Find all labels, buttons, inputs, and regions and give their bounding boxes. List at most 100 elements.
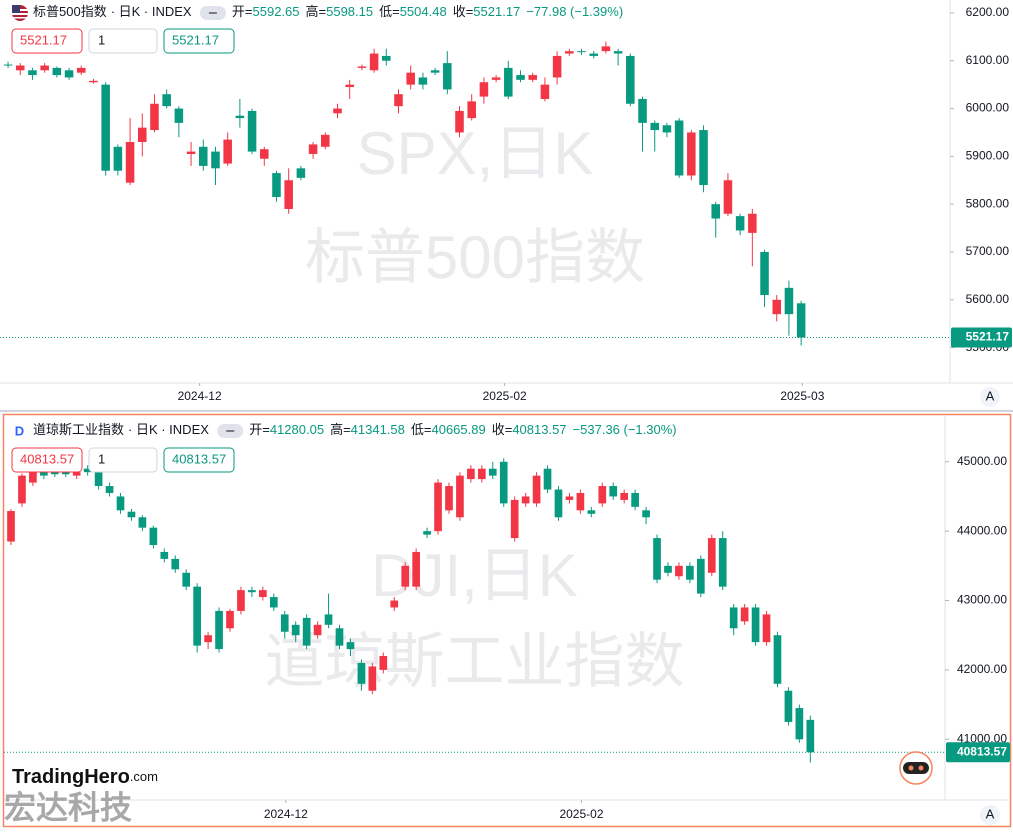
ohlc-value: 5598.15 bbox=[326, 4, 373, 19]
watermark: 道琼斯工业指数 bbox=[265, 628, 685, 695]
symbol-suffix: · 日K · INDEX bbox=[128, 422, 209, 437]
candle-body bbox=[455, 110, 464, 133]
candle-body bbox=[235, 115, 245, 119]
candle-body bbox=[272, 173, 281, 197]
candle-body bbox=[247, 110, 257, 152]
candle-body bbox=[516, 75, 525, 80]
candle-body bbox=[193, 586, 201, 646]
candle-body bbox=[729, 607, 738, 629]
last-price-label: 5521.17 bbox=[966, 330, 1010, 344]
candle-body bbox=[313, 624, 322, 636]
ohlc-label: 高= bbox=[330, 422, 351, 437]
candle-body bbox=[369, 53, 379, 71]
buy-price-box[interactable] bbox=[163, 447, 235, 473]
candle-body bbox=[116, 496, 125, 511]
buy-price: 5521.17 bbox=[172, 32, 219, 47]
ohlc-label: 收= bbox=[453, 4, 474, 19]
candle-body bbox=[491, 77, 501, 80]
candle-body bbox=[587, 510, 596, 514]
candle-body bbox=[577, 51, 586, 53]
candle-body bbox=[368, 666, 377, 691]
y-tick-label: 6100.00 bbox=[966, 53, 1010, 67]
candle-body bbox=[686, 565, 694, 580]
us-flag-icon bbox=[12, 5, 28, 21]
ohlc-values: 开=5592.65 高=5598.15 低=5504.48 收=5521.17 −77.… bbox=[232, 4, 623, 19]
buy-price-box[interactable] bbox=[163, 28, 235, 54]
auto-scale-label: A bbox=[986, 806, 995, 821]
y-tick-label: 5800.00 bbox=[966, 196, 1010, 210]
candle-body bbox=[226, 610, 234, 629]
candle-body bbox=[284, 180, 293, 209]
sell-price-box[interactable] bbox=[11, 28, 83, 54]
sell-price-box[interactable] bbox=[11, 447, 83, 473]
candle-body bbox=[488, 468, 497, 476]
candle-body bbox=[64, 70, 74, 78]
last-price-label: 40813.57 bbox=[957, 744, 1007, 758]
candle-body bbox=[664, 565, 672, 573]
candle-body bbox=[674, 120, 684, 176]
candle-body bbox=[171, 558, 180, 570]
candle-body bbox=[357, 662, 366, 684]
candle-body bbox=[642, 510, 650, 518]
candle-body bbox=[7, 511, 15, 542]
candle-body bbox=[127, 511, 136, 518]
candle-body bbox=[784, 287, 794, 315]
avatar-button[interactable] bbox=[899, 751, 933, 785]
candle-body bbox=[638, 98, 647, 123]
chart-pane: SPX,日K标普500指数5500.005600.005700.005800.0… bbox=[0, 4, 1012, 407]
candle-body bbox=[806, 719, 815, 753]
y-tick-label: 6200.00 bbox=[966, 5, 1010, 19]
candle-body bbox=[445, 486, 453, 511]
candle-body bbox=[707, 538, 716, 573]
candle-body bbox=[412, 551, 420, 587]
auto-scale-button[interactable] bbox=[980, 387, 1000, 407]
candle-body bbox=[260, 149, 269, 159]
candle-body bbox=[662, 125, 672, 133]
candle-body bbox=[467, 468, 475, 480]
quantity-box[interactable] bbox=[88, 28, 158, 54]
candle-body bbox=[620, 492, 629, 500]
candle-body bbox=[125, 142, 135, 183]
candle-body bbox=[650, 122, 659, 131]
x-tick-label: 2025-02 bbox=[483, 389, 527, 403]
y-tick-label: 6000.00 bbox=[966, 101, 1010, 115]
ohlc-label: 收= bbox=[492, 422, 513, 437]
candle-body bbox=[149, 527, 158, 546]
ohlc-value: 5504.48 bbox=[400, 4, 447, 19]
quantity-box[interactable] bbox=[88, 447, 158, 473]
chart-pane: DJI,日K道琼斯工业指数41000.0042000.0043000.00440… bbox=[4, 422, 1010, 825]
candle-body bbox=[609, 486, 618, 497]
y-tick-label: 5900.00 bbox=[966, 149, 1010, 163]
candle-body bbox=[29, 472, 37, 483]
symbol-name: 标普500指数 bbox=[33, 4, 107, 19]
auto-scale-button[interactable] bbox=[980, 805, 1000, 825]
candle-body bbox=[18, 475, 26, 504]
candle-body bbox=[613, 51, 623, 54]
candle-body bbox=[406, 72, 415, 85]
candle-body bbox=[532, 475, 541, 504]
logo: TradingHero.com bbox=[12, 766, 158, 788]
candle-body bbox=[345, 84, 354, 88]
ohlc-values: 开=41280.05 高=41341.58 低=40665.89 收=40813.57… bbox=[249, 422, 676, 437]
legend-header: 道琼斯工业指数 · 日K · INDEX bbox=[33, 422, 209, 437]
candle-body bbox=[379, 656, 388, 670]
svg-text:D: D bbox=[15, 423, 24, 438]
ohlc-value: 5521.17 bbox=[473, 4, 520, 19]
candle-body bbox=[296, 168, 306, 178]
candle-body bbox=[321, 134, 330, 147]
candle-body bbox=[504, 67, 513, 97]
y-tick-label: 44000.00 bbox=[957, 523, 1007, 537]
candle-body bbox=[718, 538, 727, 587]
x-tick-label: 2024-12 bbox=[264, 807, 308, 821]
symbol-suffix: · 日K · INDEX bbox=[111, 4, 192, 19]
candle-body bbox=[748, 213, 757, 233]
last-price-tag bbox=[946, 742, 1010, 763]
branding: TradingHero.com 宏达科技 bbox=[4, 751, 933, 825]
candle-body bbox=[711, 204, 721, 219]
candle-body bbox=[467, 101, 476, 119]
candle-body bbox=[302, 617, 311, 646]
candle-body bbox=[796, 303, 806, 338]
candle-body bbox=[162, 94, 171, 107]
y-tick-label: 5700.00 bbox=[966, 244, 1010, 258]
candle-body bbox=[760, 251, 769, 296]
